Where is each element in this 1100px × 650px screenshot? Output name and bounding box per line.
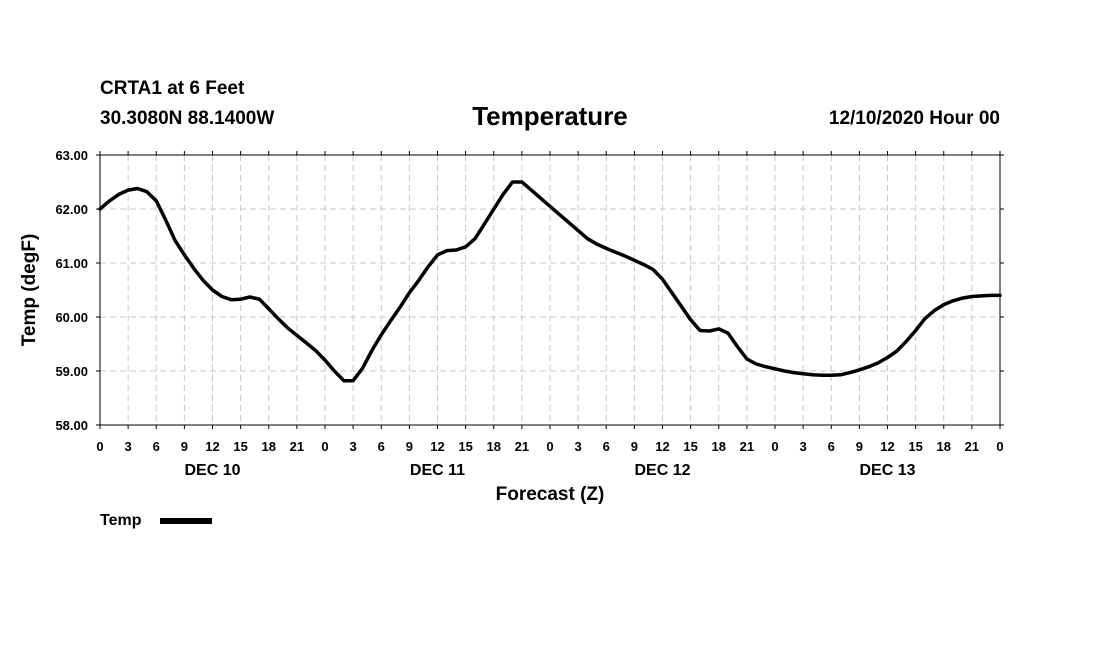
x-tick-label: 3 [125,439,132,454]
x-tick-label: 21 [290,439,304,454]
y-tick-label: 60.00 [55,310,88,325]
x-tick-label: 15 [908,439,922,454]
x-tick-label: 0 [996,439,1003,454]
x-tick-label: 15 [458,439,472,454]
y-tick-label: 58.00 [55,418,88,433]
grid [100,155,1000,425]
x-tick-label: 6 [603,439,610,454]
x-tick-label: 9 [406,439,413,454]
day-label: DEC 11 [410,462,465,479]
x-tick-label: 9 [181,439,188,454]
plot-frame [99,154,1001,426]
issued-label: 12/10/2020 Hour 00 [829,108,1000,129]
x-tick-label: 21 [965,439,979,454]
x-tick-label: 0 [321,439,328,454]
y-tick-label: 61.00 [55,256,88,271]
series-layer [98,180,1002,383]
y-tick-label: 59.00 [55,364,88,379]
day-label: DEC 13 [859,462,915,479]
x-tick-label: 0 [546,439,553,454]
x-tick-label: 18 [262,439,276,454]
y-tick-label: 63.00 [55,148,88,163]
day-label: DEC 12 [634,462,690,479]
day-label: DEC 10 [184,462,240,479]
x-tick-label: 6 [378,439,385,454]
chart-title: Temperature [472,101,628,131]
station-label: CRTA1 at 6 Feet [100,78,245,99]
y-tick-label: 62.00 [55,202,88,217]
x-tick-label: 12 [880,439,894,454]
y-axis: 58.00 59.00 60.00 61.00 62.00 63.00 [55,148,1004,433]
x-axis: 0 3 6 9 12 15 18 21 0 3 6 9 12 15 18 21 0 3 6 9 12 15 18 21 0 3 6 9… [96,151,1004,454]
x-tick-label: 21 [740,439,754,454]
x-tick-label: 3 [800,439,807,454]
x-axis-label: Forecast (Z) [496,484,605,505]
day-labels: DEC 10 DEC 11 DEC 12 DEC 13 [184,462,915,479]
x-tick-label: 18 [487,439,501,454]
series-line-temp [98,180,1002,383]
legend-label: Temp [100,512,142,529]
x-tick-label: 9 [631,439,638,454]
x-tick-label: 3 [575,439,582,454]
x-tick-label: 0 [96,439,103,454]
x-tick-label: 3 [350,439,357,454]
x-tick-label: 18 [712,439,726,454]
x-tick-label: 12 [205,439,219,454]
x-tick-label: 12 [430,439,444,454]
x-tick-label: 15 [683,439,697,454]
x-tick-label: 18 [937,439,951,454]
x-tick-label: 21 [515,439,529,454]
x-tick-label: 12 [655,439,669,454]
x-tick-label: 0 [771,439,778,454]
x-tick-label: 6 [828,439,835,454]
x-tick-label: 6 [153,439,160,454]
y-axis-label: Temp (degF) [19,234,40,347]
x-tick-label: 9 [856,439,863,454]
x-tick-label: 15 [233,439,247,454]
coordinates-label: 30.3080N 88.1400W [100,108,274,129]
